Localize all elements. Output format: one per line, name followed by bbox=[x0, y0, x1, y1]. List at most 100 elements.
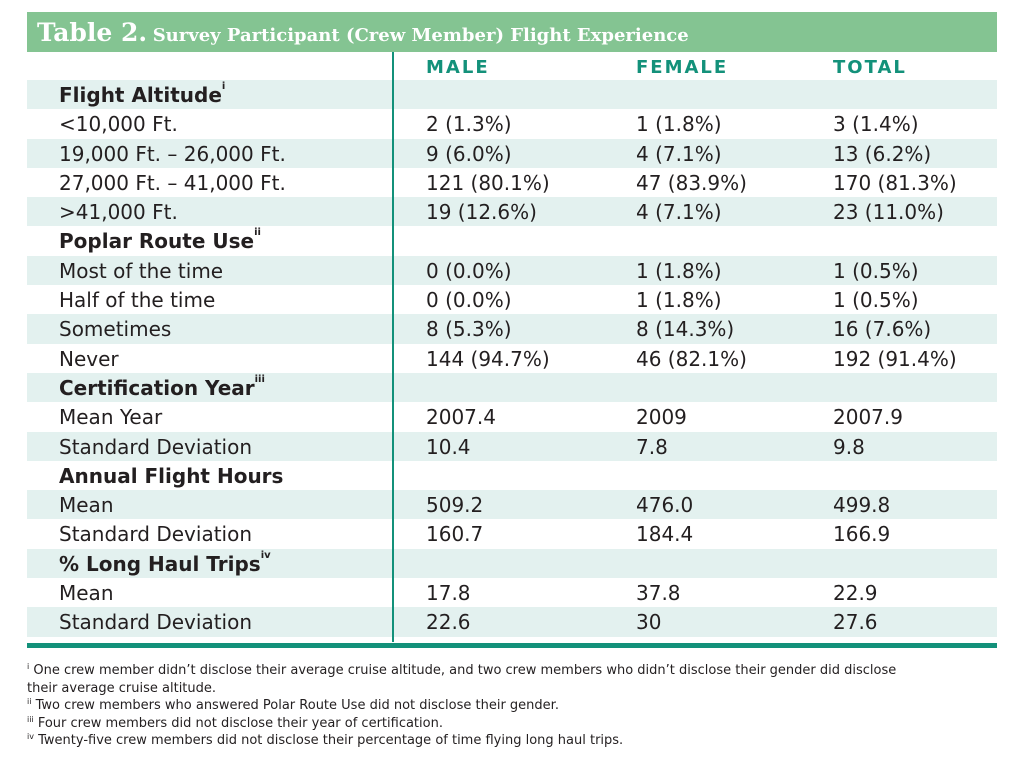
cell-total: 23 (11.0%) bbox=[833, 200, 944, 225]
cell-male: 10.4 bbox=[426, 434, 471, 459]
row-label: Mean bbox=[59, 581, 114, 606]
section-header-row: Certification Yeariii bbox=[27, 372, 997, 403]
row-label: Standard Deviation bbox=[59, 610, 253, 635]
row-label: Poplar Route Useii bbox=[59, 227, 261, 254]
row-label: Standard Deviation bbox=[59, 522, 253, 547]
row-label: <10,000 Ft. bbox=[59, 112, 178, 137]
footnote-marker: iii bbox=[27, 714, 34, 724]
cell-total: 1 (0.5%) bbox=[833, 288, 919, 313]
section-header-row: Poplar Route Useii bbox=[27, 226, 997, 255]
cell-female: 8 (14.3%) bbox=[636, 317, 735, 342]
section-header-row: Flight Altitudei bbox=[27, 80, 997, 110]
row-label: Half of the time bbox=[59, 288, 216, 313]
table-row: Never 144 (94.7%) 46 (82.1%) 192 (91.4%) bbox=[27, 344, 997, 373]
cell-female: 2009 bbox=[636, 405, 687, 430]
cell-male: 22.6 bbox=[426, 610, 471, 635]
footnote-marker: i bbox=[27, 662, 30, 671]
footnotes: i One crew member didn’t disclose their … bbox=[27, 662, 987, 750]
footnote-marker: iv bbox=[27, 732, 34, 741]
cell-male: 0 (0.0%) bbox=[426, 288, 512, 313]
column-divider bbox=[392, 52, 394, 642]
cell-female: 4 (7.1%) bbox=[636, 200, 722, 225]
cell-female: 1 (1.8%) bbox=[636, 112, 722, 137]
row-label: % Long Haul Tripsiv bbox=[59, 549, 271, 576]
row-label: Mean Year bbox=[59, 405, 163, 430]
footnote-marker: i bbox=[221, 81, 226, 92]
row-label: Sometimes bbox=[59, 317, 172, 342]
cell-female: 47 (83.9%) bbox=[636, 170, 747, 195]
row-label: Flight Altitudei bbox=[59, 81, 226, 107]
footnote-text: Twenty-five crew members did not disclos… bbox=[38, 733, 624, 748]
cell-male: 9 (6.0%) bbox=[426, 141, 512, 166]
cell-female: 37.8 bbox=[636, 581, 681, 606]
table-row: <10,000 Ft. 2 (1.3%) 1 (1.8%) 3 (1.4%) bbox=[27, 109, 997, 138]
footnote-text: Two crew members who answered Polar Rout… bbox=[35, 698, 559, 713]
section-header-row: Annual Flight Hours bbox=[27, 461, 997, 490]
cell-total: 22.9 bbox=[833, 581, 878, 606]
cell-male: 8 (5.3%) bbox=[426, 317, 512, 342]
cell-total: 13 (6.2%) bbox=[833, 141, 932, 166]
table-row: Standard Deviation 160.7 184.4 166.9 bbox=[27, 519, 997, 548]
cell-male: 121 (80.1%) bbox=[426, 170, 550, 195]
footnote: iv Twenty-five crew members did not disc… bbox=[27, 732, 987, 750]
row-label: Never bbox=[59, 346, 119, 371]
cell-total: 9.8 bbox=[833, 434, 865, 459]
footnote-text: Four crew members did not disclose their… bbox=[37, 715, 443, 731]
cell-male: 0 (0.0%) bbox=[426, 258, 512, 283]
row-label: Mean bbox=[59, 493, 114, 518]
cell-female: 1 (1.8%) bbox=[636, 258, 722, 283]
table-row: Most of the time 0 (0.0%) 1 (1.8%) 1 (0.5%) bbox=[27, 255, 997, 286]
footnote-marker: iv bbox=[260, 549, 271, 561]
table-row: 19,000 Ft. – 26,000 Ft. 9 (6.0%) 4 (7.1%) 1… bbox=[27, 138, 997, 168]
cell-male: 160.7 bbox=[426, 522, 484, 547]
row-label: Certification Yeariii bbox=[59, 373, 265, 400]
table-row: Standard Deviation 10.4 7.8 9.8 bbox=[27, 431, 997, 461]
row-label: >41,000 Ft. bbox=[59, 200, 178, 225]
table-row: Sometimes 8 (5.3%) 8 (14.3%) 16 (7.6%) bbox=[27, 314, 997, 344]
cell-female: 184.4 bbox=[636, 522, 694, 547]
footnote-text: One crew member didn’t disclose their av… bbox=[27, 663, 897, 696]
cell-female: 30 bbox=[636, 610, 662, 635]
footnote: i One crew member didn’t disclose their … bbox=[27, 662, 907, 697]
cell-total: 16 (7.6%) bbox=[833, 317, 932, 342]
row-label: Most of the time bbox=[59, 258, 224, 283]
table-row: Half of the time 0 (0.0%) 1 (1.8%) 1 (0.5%) bbox=[27, 285, 997, 314]
cell-total: 499.8 bbox=[833, 493, 891, 518]
cell-total: 1 (0.5%) bbox=[833, 258, 919, 283]
cell-male: 509.2 bbox=[426, 493, 484, 518]
cell-female: 1 (1.8%) bbox=[636, 288, 722, 313]
cell-total: 166.9 bbox=[833, 522, 891, 547]
cell-total: 192 (91.4%) bbox=[833, 346, 957, 371]
table-row: Standard Deviation 22.6 30 27.6 bbox=[27, 607, 997, 637]
cell-female: 476.0 bbox=[636, 493, 694, 518]
footnote: ii Two crew members who answered Polar R… bbox=[27, 697, 987, 715]
row-label: 27,000 Ft. – 41,000 Ft. bbox=[59, 170, 286, 195]
table-row: Mean 17.8 37.8 22.9 bbox=[27, 578, 997, 607]
cell-female: 46 (82.1%) bbox=[636, 346, 747, 371]
header-row: MALE FEMALE TOTAL bbox=[27, 52, 997, 80]
table-number: Table 2. bbox=[37, 18, 148, 47]
column-header-female: FEMALE bbox=[636, 57, 729, 78]
row-label: 19,000 Ft. – 26,000 Ft. bbox=[59, 141, 286, 166]
data-table: MALE FEMALE TOTAL Flight Altitudei <10,00… bbox=[27, 52, 997, 637]
cell-male: 144 (94.7%) bbox=[426, 346, 550, 371]
table-caption: Survey Participant (Crew Member) Flight … bbox=[152, 25, 689, 46]
cell-total: 2007.9 bbox=[833, 405, 903, 430]
table-title: Table 2. Survey Participant (Crew Member… bbox=[27, 12, 997, 52]
column-header-male: MALE bbox=[426, 57, 490, 78]
table-bottom-rule bbox=[27, 643, 997, 648]
column-header-total: TOTAL bbox=[833, 57, 907, 78]
cell-total: 27.6 bbox=[833, 610, 878, 635]
table-row: >41,000 Ft. 19 (12.6%) 4 (7.1%) 23 (11.0%) bbox=[27, 197, 997, 227]
footnote-marker: ii bbox=[254, 227, 261, 239]
cell-total: 170 (81.3%) bbox=[833, 170, 957, 195]
footnote: iii Four crew members did not disclose t… bbox=[27, 715, 987, 733]
footnote-marker: iii bbox=[254, 373, 265, 385]
section-header-row: % Long Haul Tripsiv bbox=[27, 548, 997, 579]
footnote-marker: ii bbox=[27, 697, 32, 706]
cell-male: 2007.4 bbox=[426, 405, 496, 430]
table-row: Mean Year 2007.4 2009 2007.9 bbox=[27, 402, 997, 431]
cell-male: 17.8 bbox=[426, 581, 471, 606]
cell-male: 19 (12.6%) bbox=[426, 200, 537, 225]
table-row: Mean 509.2 476.0 499.8 bbox=[27, 490, 997, 520]
